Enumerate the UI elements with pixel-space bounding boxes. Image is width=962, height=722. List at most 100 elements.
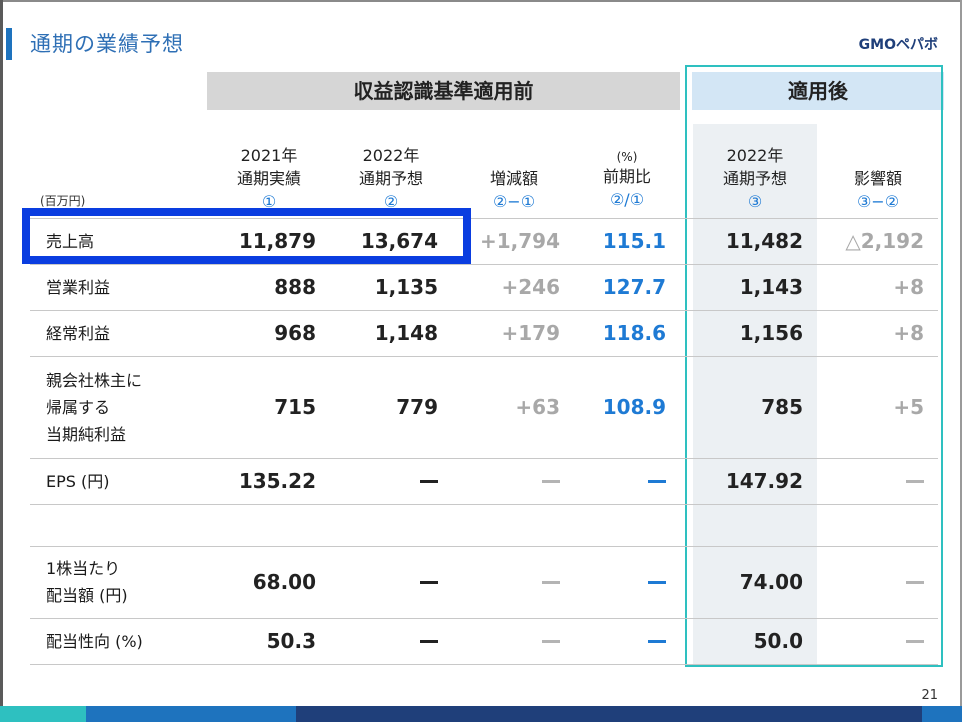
cell-value: 68.00 [252, 570, 316, 594]
cell-value: +8 [893, 321, 924, 345]
col-header-line2: 通期予想 [722, 169, 787, 188]
right-border [960, 0, 962, 722]
unit-label: (百万円) [40, 194, 86, 208]
cell-value: +63 [515, 395, 560, 419]
col-header-impact: 影響額 ③−② [818, 167, 938, 233]
highlight-box [22, 208, 471, 264]
dash-mark [542, 480, 560, 483]
cell-value: +1,794 [479, 229, 560, 253]
col-header-2021-actual: 2021年 通期実績 ① [210, 144, 328, 211]
cell-value: 13,674 [360, 229, 438, 253]
col-header-line2: 前期比 [602, 167, 651, 186]
row-label: 売上高 [46, 228, 94, 255]
cell-value: 968 [274, 321, 316, 345]
row-label-line: 配当性向 (%) [46, 631, 143, 651]
dash-mark [420, 480, 438, 483]
dash-mark [648, 581, 666, 584]
cell-value: 115.1 [602, 229, 666, 253]
row-label-line: 1株当たり [46, 559, 121, 578]
cell-value: +5 [893, 395, 924, 419]
dash-mark [542, 640, 560, 643]
cell-value: 50.0 [753, 629, 803, 653]
row-label: 1株当たり配当額 (円) [46, 555, 128, 609]
table-row-divider [30, 356, 938, 357]
cell-value: 135.22 [238, 469, 316, 493]
row-label-line: EPS (円) [46, 471, 110, 491]
col-header-line2: 通期予想 [358, 169, 423, 188]
cell-value: 118.6 [602, 321, 666, 345]
dash-mark [420, 581, 438, 584]
row-label: 経常利益 [46, 320, 110, 347]
col-header-sub: ③ [747, 192, 763, 211]
page-title: 通期の業績予想 [30, 32, 184, 56]
footer-bar-segment [922, 706, 962, 722]
cell-value: 785 [761, 395, 803, 419]
col-header-line2: 影響額 [853, 169, 902, 188]
cell-value: △2,192 [845, 229, 924, 253]
dash-mark [648, 480, 666, 483]
col-header-line1: 2022年 [362, 146, 420, 165]
dash-mark [906, 581, 924, 584]
dash-mark [420, 640, 438, 643]
col-header-line2: 通期実績 [236, 169, 301, 188]
row-label-line: 親会社株主に [46, 370, 143, 390]
dash-mark [906, 640, 924, 643]
col-header-sub: ②−① [492, 192, 536, 211]
cell-value: 108.9 [602, 395, 666, 419]
cell-value: 715 [274, 395, 316, 419]
footer-bar-segment [296, 706, 922, 722]
group-header-after: 適用後 [692, 72, 944, 110]
row-label-line: 売上高 [46, 231, 95, 251]
table-row-divider [30, 618, 938, 619]
after-group-frame [685, 65, 943, 667]
table-row-divider [30, 218, 938, 219]
row-label-line: 帰属する [46, 397, 111, 417]
cell-value: 127.7 [602, 275, 666, 299]
company-logo: GMOペパボ [858, 37, 938, 53]
row-label: 営業利益 [46, 274, 110, 301]
cell-value: 74.00 [739, 570, 803, 594]
cell-value: +179 [501, 321, 560, 345]
footer-bar-segment [0, 706, 86, 722]
cell-value: +246 [501, 275, 560, 299]
row-label-line: 配当額 (円) [46, 586, 128, 605]
page-number: 21 [921, 688, 938, 703]
table-row-divider [30, 546, 938, 547]
col-header-after-forecast: 2022年 通期予想 ③ [693, 144, 817, 211]
left-border [0, 0, 3, 722]
table-row-divider [30, 664, 938, 665]
col-header-2022-forecast: 2022年 通期予想 ② [332, 144, 450, 211]
col-header-line1: 2022年 [726, 146, 784, 165]
cell-value: 11,879 [238, 229, 316, 253]
group-header-before: 収益認識基準適用前 [207, 72, 680, 110]
dash-mark [542, 581, 560, 584]
title-accent-bar [6, 28, 12, 60]
cell-value: 11,482 [725, 229, 803, 253]
dash-mark [906, 480, 924, 483]
table-row-divider [30, 310, 938, 311]
table-row-divider [30, 264, 938, 265]
cell-value: 147.92 [725, 469, 803, 493]
row-label-line: 営業利益 [46, 277, 111, 297]
col-header-line2: 増減額 [489, 169, 538, 188]
row-label-line: 当期純利益 [46, 424, 127, 444]
dash-mark [648, 640, 666, 643]
cell-value: 1,156 [739, 321, 803, 345]
cell-value: 888 [274, 275, 316, 299]
col-header-yoy: (%) 前期比 ②/① [568, 150, 686, 216]
table-row-divider [30, 458, 938, 459]
cell-value: +8 [893, 275, 924, 299]
row-label: 親会社株主に 帰属する当期純利益 [46, 367, 142, 448]
col-header-sub: ②/① [609, 190, 645, 209]
col-header-sub: ③−② [856, 192, 900, 211]
table-row-divider [30, 504, 938, 505]
footer-bar-segment [86, 706, 296, 722]
col-header-pct: (%) [616, 150, 638, 164]
cell-value: 1,148 [374, 321, 438, 345]
col-header-sub: ② [383, 192, 399, 211]
col-header-sub: ① [261, 192, 277, 211]
cell-value: 50.3 [266, 629, 316, 653]
row-label-line: 経常利益 [46, 323, 111, 343]
row-label: 配当性向 (%) [46, 628, 143, 655]
top-border [0, 0, 962, 2]
